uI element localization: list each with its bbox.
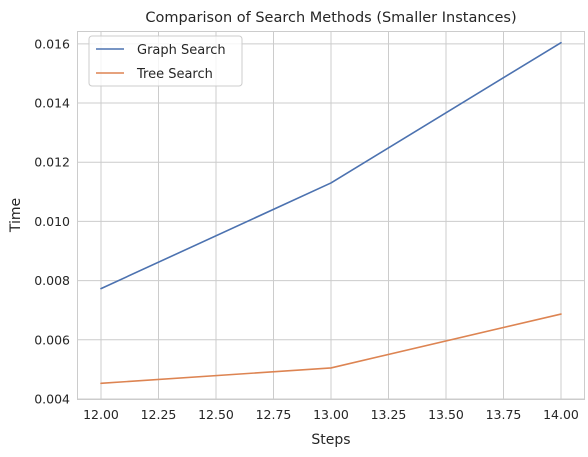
y-tick-label: 0.006 (34, 332, 70, 347)
x-tick-label: 13.75 (486, 407, 522, 422)
y-tick-label: 0.016 (34, 36, 70, 51)
y-tick-labels: 0.004 0.006 0.008 0.010 0.012 0.014 0.016 (34, 36, 70, 406)
series-line-graph-search (100, 41, 562, 290)
x-tick-label: 13.25 (371, 407, 407, 422)
x-tick-label: 13.50 (428, 407, 464, 422)
x-tick-label: 12.00 (83, 407, 119, 422)
plot-frame (77, 31, 585, 400)
legend-label-graph-search: Graph Search (137, 43, 226, 58)
series-line-tree-search (100, 313, 562, 385)
x-tick-label: 12.50 (198, 407, 234, 422)
legend-box (88, 35, 243, 87)
y-tick-label: 0.012 (34, 155, 70, 170)
x-tick-label: 12.75 (256, 407, 292, 422)
x-tick-label: 13.00 (313, 407, 349, 422)
series-lines (100, 41, 562, 385)
legend-label-tree-search: Tree Search (136, 67, 213, 82)
x-tick-labels: 12.00 12.25 12.50 12.75 13.00 13.25 13.50 13.75… (83, 407, 579, 422)
grid (78, 32, 584, 400)
x-tick-label: 12.25 (141, 407, 177, 422)
y-axis-label: Time (8, 198, 24, 233)
legend: Graph Search Tree Search (88, 35, 243, 87)
x-axis-label: Steps (311, 432, 350, 448)
chart-title: Comparison of Search Methods (Smaller In… (145, 10, 516, 26)
x-tick-label: 14.00 (543, 407, 579, 422)
y-tick-label: 0.010 (34, 214, 70, 229)
y-tick-label: 0.014 (34, 96, 70, 111)
y-tick-label: 0.004 (34, 392, 70, 407)
y-tick-label: 0.008 (34, 273, 70, 288)
